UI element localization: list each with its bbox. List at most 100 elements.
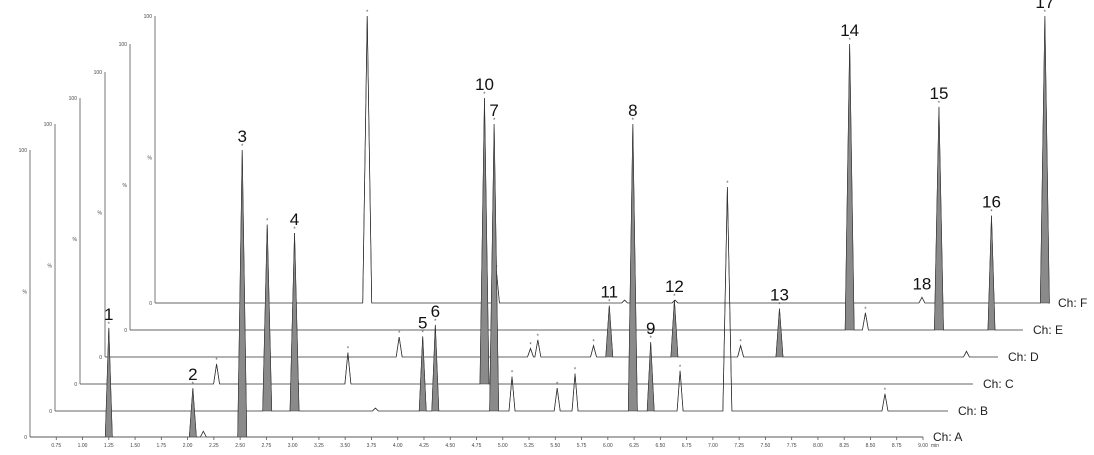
y-tick-label: % [73, 237, 78, 243]
y-tick-label: % [123, 183, 128, 189]
x-axis-unit: min [931, 443, 939, 449]
peak-apex-marker: * [293, 227, 296, 233]
peak-line [213, 363, 220, 385]
x-tick-label: 2.75 [262, 443, 272, 449]
peak-label: 13 [770, 286, 789, 305]
peak-apex-marker: * [778, 303, 781, 309]
peak-area [775, 308, 784, 358]
peak-area [189, 388, 197, 438]
x-tick-label: 6.75 [682, 443, 692, 449]
peak-area [489, 123, 499, 412]
x-tick-label: 7.75 [787, 443, 797, 449]
y-tick-label: 0 [24, 435, 27, 441]
peak-line [737, 344, 744, 358]
peak-line [508, 376, 516, 412]
peak-label: 16 [982, 193, 1001, 212]
peak-apex-marker: * [434, 319, 437, 325]
y-tick-label: 0 [149, 301, 152, 307]
peak-apex-marker: * [632, 118, 635, 124]
x-tick-label: 3.50 [340, 443, 350, 449]
peak-apex-marker: * [938, 101, 941, 107]
peak-label: 11 [600, 283, 618, 302]
x-tick-label: 1.50 [130, 443, 140, 449]
x-tick-label: 1.75 [156, 443, 166, 449]
peak-apex-marker: * [679, 365, 682, 371]
y-tick-label: % [23, 290, 28, 296]
x-tick-label: 9.00 [918, 443, 928, 449]
peak-label: 4 [290, 210, 299, 229]
peak-apex-marker: * [241, 144, 244, 150]
y-tick-label: % [148, 156, 153, 162]
x-tick-label: 5.00 [498, 443, 508, 449]
peak-label: 12 [665, 277, 684, 296]
x-tick-label: 5.25 [524, 443, 534, 449]
peak-line [534, 339, 542, 358]
peak-apex-marker: * [537, 334, 540, 340]
peak-area [934, 106, 944, 331]
peak-label: 18 [912, 274, 931, 293]
peak-apex-marker: * [864, 307, 867, 313]
x-tick-label: 6.50 [655, 443, 665, 449]
peak-label: 5 [418, 313, 427, 332]
x-tick-label: 2.50 [235, 443, 245, 449]
peak-area [670, 299, 679, 358]
y-tick-label: 100 [69, 96, 78, 102]
y-tick-label: % [48, 264, 53, 270]
x-tick-label: 2.00 [183, 443, 193, 449]
channel-trace [80, 97, 973, 385]
peak-label: 14 [840, 21, 859, 40]
y-tick-label: 100 [144, 14, 153, 20]
x-tick-label: 1.00 [78, 443, 88, 449]
x-tick-label: 7.25 [734, 443, 744, 449]
x-tick-label: 8.00 [813, 443, 823, 449]
channel-label: Ch: A [933, 430, 962, 444]
x-tick-label: 8.75 [892, 443, 902, 449]
x-tick-label: 4.25 [419, 443, 429, 449]
x-tick-label: 6.25 [629, 443, 639, 449]
peak-label: 8 [628, 101, 637, 120]
y-tick-label: 0 [49, 409, 52, 415]
peak-apex-marker: * [483, 92, 486, 98]
peak-area [1040, 15, 1050, 304]
peak-line [621, 299, 628, 304]
x-tick-label: 3.00 [288, 443, 298, 449]
peak-apex-marker: * [884, 388, 887, 394]
x-tick-label: 5.75 [577, 443, 587, 449]
peak-apex-marker: * [848, 38, 851, 44]
peak-area [987, 215, 996, 331]
peak-apex-marker: * [192, 382, 195, 388]
y-tick-label: 100 [119, 42, 128, 48]
peak-label: 9 [646, 319, 655, 338]
peak-label: 15 [929, 84, 948, 103]
peak-apex-marker: * [739, 340, 742, 346]
x-tick-label: 5.50 [550, 443, 560, 449]
x-tick-label: 4.75 [472, 443, 482, 449]
channel-label: Ch: C [983, 377, 1014, 391]
peak-line [590, 344, 597, 358]
x-tick-label: 7.00 [708, 443, 718, 449]
channel-label: Ch: B [958, 404, 988, 418]
peak-apex-marker: * [511, 371, 514, 377]
channel-trace [130, 43, 1023, 331]
peak-apex-marker: * [1044, 10, 1047, 16]
peak-label: 1 [104, 305, 113, 324]
y-tick-label: 0 [74, 382, 77, 388]
x-tick-label: 1.25 [104, 443, 114, 449]
channel-label: Ch: D [1008, 350, 1039, 364]
peak-apex-marker: * [574, 368, 577, 374]
peak-label: 17 [1035, 0, 1054, 12]
channel-trace [30, 149, 923, 438]
peak-line [527, 347, 534, 358]
peak-label: 3 [237, 127, 246, 146]
peak-label: 2 [188, 365, 197, 384]
peak-line [200, 430, 207, 438]
peak-apex-marker: * [529, 342, 532, 348]
x-tick-label: 2.25 [209, 443, 219, 449]
peak-apex-marker: * [422, 330, 425, 336]
y-tick-label: % [98, 211, 103, 217]
peak-apex-marker: * [592, 340, 595, 346]
peak-apex-marker: * [726, 181, 729, 187]
